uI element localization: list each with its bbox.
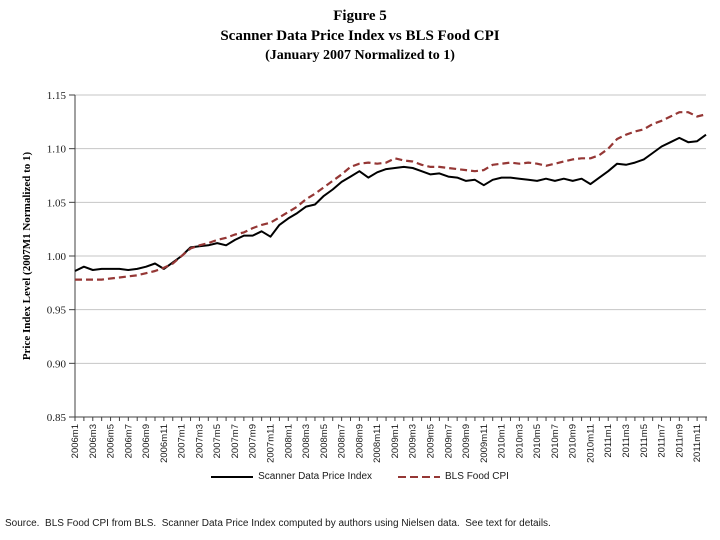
x-tick-label: 2011m11 — [692, 424, 703, 462]
x-tick-label: 2011m9 — [674, 424, 685, 458]
series-line-scanner-data-price-index — [74, 133, 707, 272]
cpi-series-line-sample — [398, 475, 441, 478]
x-tick-label: 2006m11 — [159, 424, 170, 463]
y-tick-label: 1.15 — [47, 90, 67, 102]
y-tick-label: 1.05 — [47, 197, 67, 209]
x-tick-label: 2011m1 — [603, 424, 614, 458]
x-tick-label: 2010m9 — [568, 424, 579, 458]
x-tick-label: 2006m7 — [123, 424, 134, 458]
chart-title-block: Figure 5 Scanner Data Price Index vs BLS… — [0, 6, 720, 66]
x-tick-label: 2009m3 — [408, 424, 419, 458]
y-axis-title: Price Index Level (2007M1 Normalized to … — [21, 152, 33, 361]
x-tick-label: 2008m11 — [372, 424, 383, 463]
legend-item-scanner: Scanner Data Price Index — [211, 471, 372, 482]
x-tick-label: 2007m7 — [230, 424, 241, 458]
y-tick-label: 0.95 — [47, 305, 67, 317]
x-tick-label: 2010m3 — [514, 424, 525, 458]
y-tick-label: 0.85 — [47, 412, 67, 424]
x-tick-label: 2009m5 — [425, 424, 436, 458]
x-tick-label: 2009m9 — [461, 424, 472, 458]
legend-item-cpi: BLS Food CPI — [398, 471, 509, 482]
legend-label-scanner: Scanner Data Price Index — [258, 471, 373, 482]
y-tick-label: 1.00 — [47, 251, 67, 263]
x-tick-label: 2008m3 — [301, 424, 312, 458]
x-tick-label: 2009m7 — [443, 424, 454, 458]
x-tick-label: 2008m9 — [354, 424, 365, 458]
x-tick-label: 2006m5 — [106, 424, 117, 458]
x-tick-label: 2007m11 — [266, 424, 277, 463]
x-tick-label: 2006m3 — [88, 424, 99, 458]
scanner-series-line-sample — [211, 475, 254, 478]
x-tick-label: 2006m9 — [141, 424, 152, 458]
x-tick-label: 2007m5 — [212, 424, 223, 458]
series-line-bls-food-cpi — [75, 111, 707, 281]
x-tick-label: 2008m7 — [337, 424, 348, 458]
x-tick-label: 2010m5 — [532, 424, 543, 458]
legend-label-cpi: BLS Food CPI — [445, 471, 509, 482]
y-tick-label: 1.10 — [47, 144, 67, 156]
source-note: Source. BLS Food CPI from BLS. Scanner D… — [5, 518, 551, 529]
x-tick-label: 2010m7 — [550, 424, 561, 458]
x-tick-label: 2007m3 — [194, 424, 205, 458]
x-tick-label: 2008m1 — [283, 424, 294, 458]
x-tick-label: 2011m7 — [657, 424, 668, 458]
x-tick-label: 2010m1 — [497, 424, 508, 458]
chart-legend: Scanner Data Price Index BLS Food CPI — [0, 471, 720, 482]
x-tick-label: 2011m5 — [639, 424, 650, 458]
x-tick-label: 2009m1 — [390, 424, 401, 458]
x-tick-label: 2006m1 — [70, 424, 81, 458]
chart-title: Scanner Data Price Index vs BLS Food CPI — [220, 28, 500, 44]
y-tick-label: 0.90 — [47, 358, 67, 370]
figure-number: Figure 5 — [333, 8, 387, 24]
x-tick-label: 2010m11 — [585, 424, 596, 463]
x-tick-label: 2008m5 — [319, 424, 330, 458]
x-tick-label: 2007m9 — [248, 424, 259, 458]
x-tick-label: 2009m11 — [479, 424, 490, 463]
chart-subtitle: (January 2007 Normalized to 1) — [265, 48, 455, 63]
x-tick-label: 2011m3 — [621, 424, 632, 458]
x-tick-label: 2007m1 — [177, 424, 188, 458]
